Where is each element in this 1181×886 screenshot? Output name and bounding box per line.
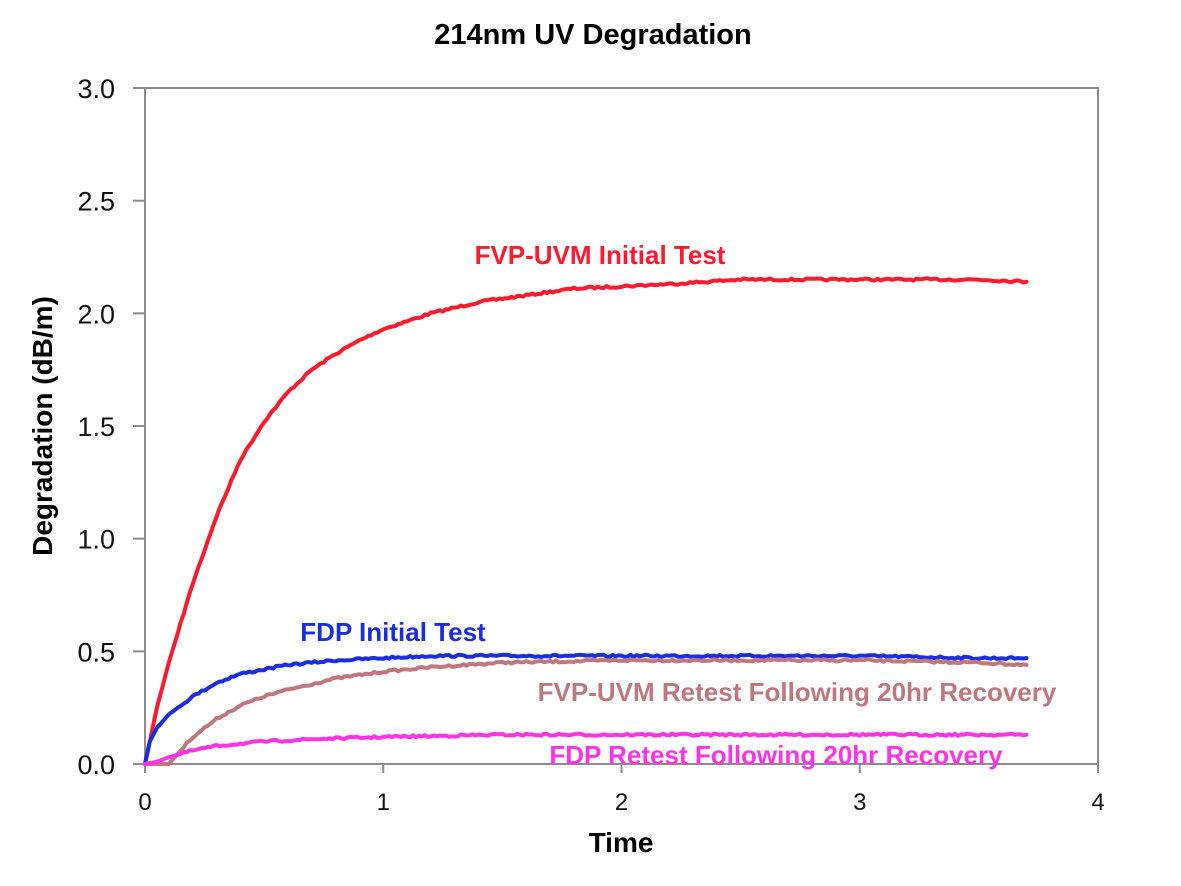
y-tick-label: 3.0 [77,74,115,104]
x-tick-label: 4 [1091,789,1104,816]
y-tick-label: 2.5 [77,187,115,217]
series-lines [143,276,1029,766]
y-tick-label: 0.0 [77,750,115,780]
x-tick-label: 2 [615,789,628,816]
x-tick-label: 0 [138,789,151,816]
y-axis-label: Degradation (dB/m) [27,296,58,556]
series-line-0 [143,276,1029,766]
series-line-3 [143,731,1029,766]
series-line-1 [143,652,1029,766]
y-axis: 0.0 0.5 1.0 1.5 2.0 2.5 3.0 [77,74,145,780]
x-axis-label: Time [589,827,654,858]
x-tick-label: 3 [853,789,866,816]
series-line-2 [143,657,1029,766]
y-tick-label: 0.5 [77,637,115,667]
x-tick-label: 1 [377,789,390,816]
label-fvp-uvm-initial: FVP-UVM Initial Test [475,240,726,270]
chart-title: 214nm UV Degradation [434,19,751,51]
series-labels: FVP-UVM Initial Test FDP Initial Test FV… [300,240,1057,770]
label-fvp-uvm-retest: FVP-UVM Retest Following 20hr Recovery [538,677,1057,707]
y-tick-label: 1.5 [77,412,115,442]
x-axis: 0 1 2 3 4 [138,764,1105,816]
y-tick-label: 1.0 [77,525,115,555]
label-fdp-retest: FDP Retest Following 20hr Recovery [549,740,1003,770]
label-fdp-initial: FDP Initial Test [300,617,486,647]
y-tick-label: 2.0 [77,299,115,329]
